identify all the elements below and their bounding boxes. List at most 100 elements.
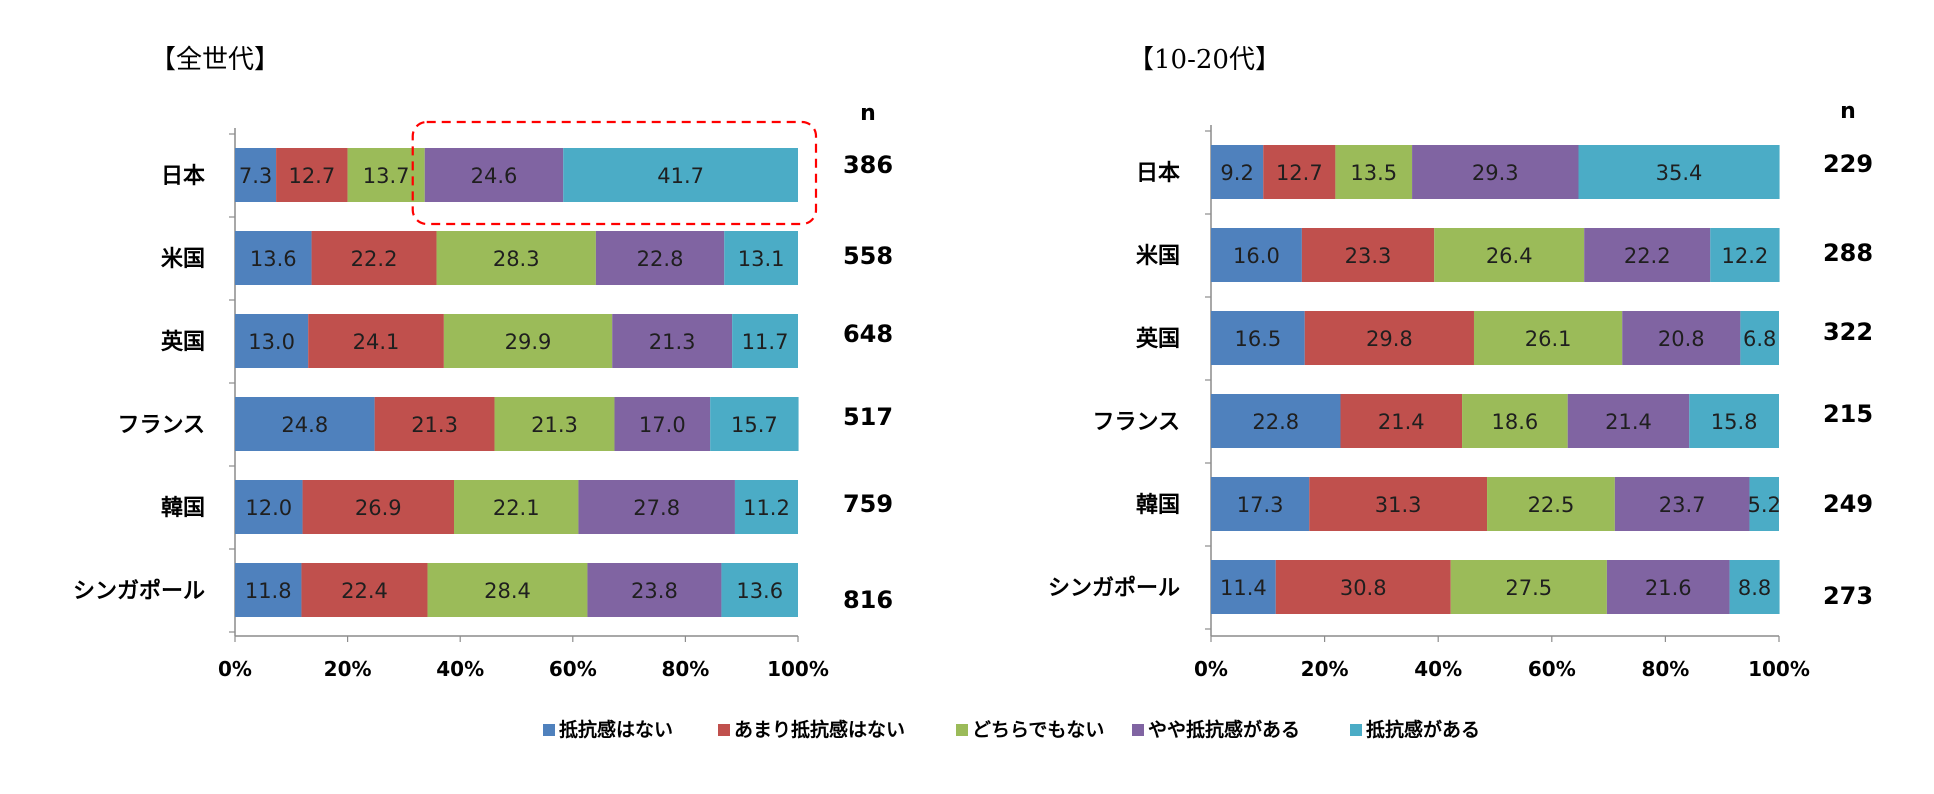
bar-segment — [1211, 145, 1264, 199]
bar-segment — [1689, 394, 1779, 448]
bar-segment — [1740, 311, 1779, 365]
bar-segment — [1462, 394, 1568, 448]
bar-segment — [1263, 145, 1336, 199]
legend-label: どちらでもない — [972, 719, 1104, 741]
category-label: 米国 — [1136, 244, 1180, 269]
data-label: 16.0 — [1233, 244, 1280, 268]
bar-segment — [578, 480, 735, 534]
data-label: 21.4 — [1378, 410, 1425, 434]
category-label: 韓国 — [161, 495, 205, 521]
n-value: 517 — [843, 403, 893, 431]
bar-segment — [302, 480, 455, 534]
data-label: 13.1 — [738, 247, 785, 271]
bar-segment — [1584, 228, 1711, 282]
x-tick-label: 100% — [767, 657, 829, 681]
n-value: 229 — [1823, 150, 1873, 178]
legend-swatch — [956, 724, 968, 736]
data-label: 21.4 — [1605, 410, 1652, 434]
data-label: 17.0 — [639, 413, 686, 437]
legend-label: 抵抗感はない — [559, 718, 673, 741]
bar-segment — [1729, 560, 1780, 614]
x-tick-label: 80% — [661, 657, 709, 681]
data-label: 11.8 — [245, 579, 292, 603]
category-label: 日本 — [161, 164, 205, 189]
chart-panel-1: 【全世代】 n 0% 20% 40% 60% 80% 100% 日本 7.3 12.7 13.7 24.… — [73, 45, 893, 681]
data-label: 8.8 — [1738, 576, 1771, 600]
data-label: 23.8 — [631, 579, 678, 603]
data-label: 21.3 — [531, 413, 578, 437]
bar-segment — [235, 563, 302, 617]
bar-segment — [1301, 228, 1435, 282]
bar-segment — [710, 397, 799, 451]
data-label: 13.5 — [1350, 161, 1397, 185]
bar-segment — [308, 314, 444, 368]
category-label: 日本 — [1136, 161, 1180, 186]
category-label: 英国 — [1136, 327, 1180, 352]
x-tick-label: 100% — [1748, 657, 1810, 681]
n-header: n — [860, 101, 876, 126]
highlight-dashed-box — [411, 120, 818, 226]
data-label: 31.3 — [1375, 493, 1422, 517]
legend-label: 抵抗感がある — [1366, 718, 1480, 741]
data-label: 13.7 — [363, 164, 410, 188]
x-tick-label: 60% — [1528, 657, 1576, 681]
bar-segment — [311, 231, 437, 285]
bar-segment — [1335, 145, 1413, 199]
data-label: 11.7 — [742, 330, 789, 354]
bar-segment — [1622, 311, 1741, 365]
data-label: 15.7 — [731, 413, 778, 437]
n-value: 288 — [1823, 239, 1873, 267]
x-tick-label: 80% — [1641, 657, 1689, 681]
bar-segment — [1211, 477, 1310, 531]
bar-segment — [614, 397, 711, 451]
bar-segment — [1710, 228, 1780, 282]
data-label: 15.8 — [1711, 410, 1758, 434]
data-label: 28.4 — [484, 579, 531, 603]
bar-segment — [1606, 560, 1730, 614]
legend-label: あまり抵抗感はない — [734, 718, 905, 741]
bar-segment — [1473, 311, 1623, 365]
category-label: 米国 — [161, 247, 205, 272]
data-label: 6.8 — [1743, 327, 1776, 351]
x-tick-label: 20% — [324, 657, 372, 681]
data-label: 17.3 — [1237, 493, 1284, 517]
category-label: シンガポール — [1048, 575, 1180, 601]
data-label: 23.7 — [1659, 493, 1706, 517]
data-label: 30.8 — [1340, 576, 1387, 600]
data-label: 22.4 — [341, 579, 388, 603]
data-label: 12.2 — [1722, 244, 1769, 268]
data-label: 41.7 — [657, 164, 704, 188]
x-tick-label: 20% — [1301, 657, 1349, 681]
data-label: 12.7 — [1276, 161, 1323, 185]
legend-label: やや抵抗感がある — [1148, 718, 1300, 741]
data-label: 20.8 — [1658, 327, 1705, 351]
bar-segment — [1211, 560, 1276, 614]
legend-swatch — [718, 724, 730, 736]
data-label: 23.3 — [1345, 244, 1392, 268]
bar-segment — [1614, 477, 1750, 531]
x-tick-label: 40% — [436, 657, 484, 681]
bar-segment — [235, 397, 375, 451]
bar-segment — [301, 563, 428, 617]
n-value: 816 — [843, 586, 893, 614]
data-label: 27.8 — [633, 496, 680, 520]
bar-segment — [721, 563, 798, 617]
x-tick-label: 0% — [1194, 657, 1228, 681]
data-label: 22.2 — [351, 247, 398, 271]
data-label: 22.8 — [637, 247, 684, 271]
data-label: 7.3 — [239, 164, 272, 188]
data-label: 24.8 — [281, 413, 328, 437]
data-label: 29.3 — [1472, 161, 1519, 185]
data-label: 26.1 — [1525, 327, 1572, 351]
chart-panel-2: 【10-20代】 n 0% 20% 40% 60% 80% 100% 日本 9.2 12.7 13.5… — [1048, 45, 1873, 681]
bar-segment — [612, 314, 733, 368]
bar-segment — [235, 480, 303, 534]
bar-segment — [595, 231, 725, 285]
data-label: 12.7 — [288, 164, 335, 188]
data-label: 18.6 — [1491, 410, 1538, 434]
category-label: フランス — [117, 413, 205, 438]
bar-segment — [587, 563, 722, 617]
data-label: 13.0 — [248, 330, 295, 354]
data-label: 13.6 — [736, 579, 783, 603]
